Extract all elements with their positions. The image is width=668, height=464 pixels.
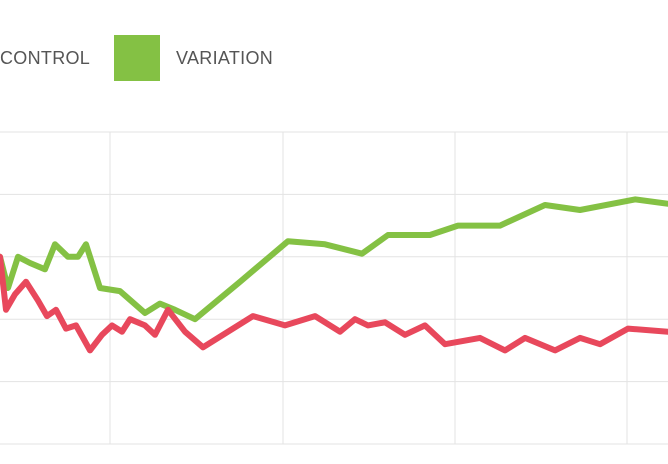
legend-label-variation: VARIATION <box>176 47 274 68</box>
legend-label-control: CONTROL <box>0 47 91 68</box>
legend-swatch-variation <box>114 35 160 81</box>
legend-item-variation[interactable]: VARIATION <box>114 34 273 82</box>
series-layer <box>0 196 668 354</box>
legend-item-control[interactable]: CONTROL <box>0 34 90 82</box>
series-line-variation[interactable] <box>0 196 668 323</box>
series-line-control[interactable] <box>0 253 668 354</box>
grid <box>0 131 668 445</box>
